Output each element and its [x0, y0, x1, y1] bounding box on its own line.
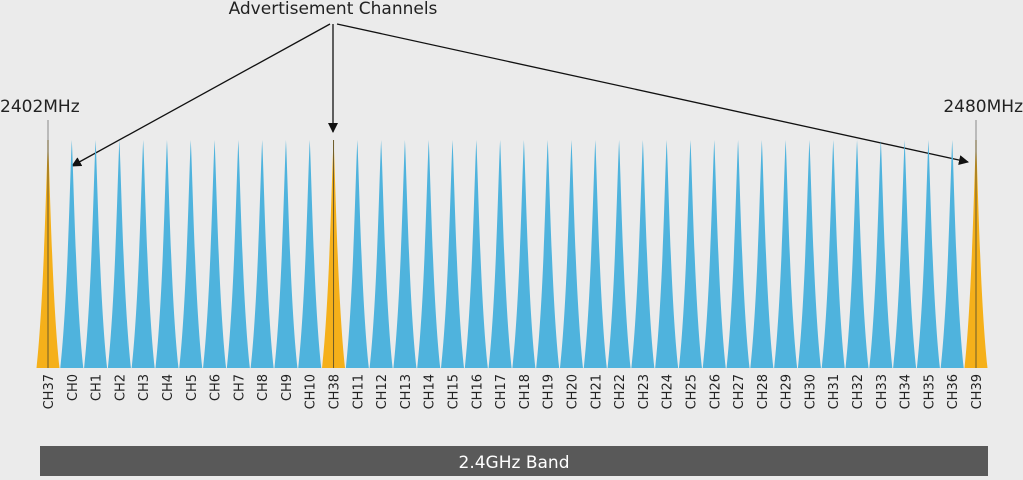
channel-peak — [940, 140, 964, 368]
channel-label: CH37 — [42, 374, 57, 409]
channel-label: CH1 — [90, 374, 105, 401]
channel-peak — [512, 140, 536, 368]
channel-peak — [155, 140, 179, 368]
channel-label: CH10 — [304, 374, 319, 409]
channel-label: CH17 — [494, 374, 509, 409]
channel-peak — [536, 140, 560, 368]
channel-label: CH24 — [661, 374, 676, 409]
band-bar — [40, 446, 988, 480]
channel-peak — [583, 140, 607, 368]
channel-peak — [869, 140, 893, 368]
channel-peak — [107, 140, 131, 368]
channel-label: CH16 — [470, 374, 485, 409]
channel-label: CH27 — [732, 374, 747, 409]
channel-label: CH2 — [113, 374, 128, 401]
channel-peak — [417, 140, 441, 368]
channel-peak — [226, 140, 250, 368]
channel-label: CH29 — [780, 374, 795, 409]
channel-label: CH28 — [756, 374, 771, 409]
channel-peak — [298, 140, 322, 368]
channel-label: CH39 — [970, 374, 985, 409]
channel-label: CH15 — [447, 374, 462, 409]
channel-label: CH25 — [684, 374, 699, 409]
channel-label: CH22 — [613, 374, 628, 409]
channel-peak — [607, 140, 631, 368]
channel-label: CH26 — [708, 374, 723, 409]
channel-peak — [60, 140, 84, 368]
channel-label: CH20 — [565, 374, 580, 409]
arrows — [71, 23, 969, 167]
arrow — [336, 23, 969, 165]
channel-peak — [345, 140, 369, 368]
channel-peak — [821, 140, 845, 368]
channel-peak — [488, 140, 512, 368]
channel-label: CH35 — [922, 374, 937, 409]
channel-peak — [678, 140, 702, 368]
channel-label: CH30 — [803, 374, 818, 409]
channel-peak — [369, 140, 393, 368]
channel-label: CH33 — [875, 374, 890, 409]
channel-peak — [131, 140, 155, 368]
channel-label: CH3 — [137, 374, 152, 401]
channel-peak — [916, 140, 940, 368]
channel-peak — [702, 140, 726, 368]
channel-label: CH12 — [375, 374, 390, 409]
channel-label: CH36 — [946, 374, 961, 409]
channel-peak — [559, 140, 583, 368]
channel-label: CH8 — [256, 374, 271, 401]
channel-peak — [464, 140, 488, 368]
channel-label: CH34 — [899, 374, 914, 409]
channel-label: CH19 — [542, 374, 557, 409]
channel-labels: CH37 CH0 CH1 CH2 CH3 CH4 CH5 CH6 CH7 CH8 CH9 CH10 CH… — [42, 374, 985, 409]
channel-label: CH13 — [399, 374, 414, 409]
channel-peak — [84, 140, 108, 368]
channel-peak — [393, 140, 417, 368]
channel-peak — [750, 140, 774, 368]
freq-start: 2402MHz — [0, 97, 80, 117]
channel-label: CH21 — [589, 374, 604, 409]
channel-label: CH38 — [328, 374, 343, 409]
channel-peak — [845, 140, 869, 368]
channel-peak — [774, 140, 798, 368]
channel-label: CH5 — [185, 374, 200, 401]
channel-label: CH4 — [161, 374, 176, 401]
channel-peak — [655, 140, 679, 368]
channel-label: CH14 — [423, 374, 438, 409]
channel-peak — [274, 140, 298, 368]
channel-peak — [203, 140, 227, 368]
channel-peak — [726, 140, 750, 368]
channel-label: CH6 — [209, 374, 224, 401]
channel-peak — [250, 140, 274, 368]
arrow — [71, 23, 331, 167]
channel-peak — [441, 140, 465, 368]
channel-label: CH23 — [637, 374, 652, 409]
channel-label: CH31 — [827, 374, 842, 409]
channel-label: CH18 — [518, 374, 533, 409]
channel-peak — [179, 140, 203, 368]
channel-peak — [797, 140, 821, 368]
channel-peak — [893, 140, 917, 368]
band-label: 2.4GHz Band — [459, 453, 570, 473]
channel-label: CH11 — [351, 374, 366, 409]
title: Advertisement Channels — [229, 0, 438, 19]
channel-label: CH0 — [66, 374, 81, 401]
channel-label: CH7 — [232, 374, 247, 401]
channel-peaks — [36, 140, 988, 368]
channel-label: CH32 — [851, 374, 866, 409]
channel-label: CH9 — [280, 374, 295, 401]
freq-end: 2480MHz — [943, 97, 1023, 117]
channel-peak — [631, 140, 655, 368]
